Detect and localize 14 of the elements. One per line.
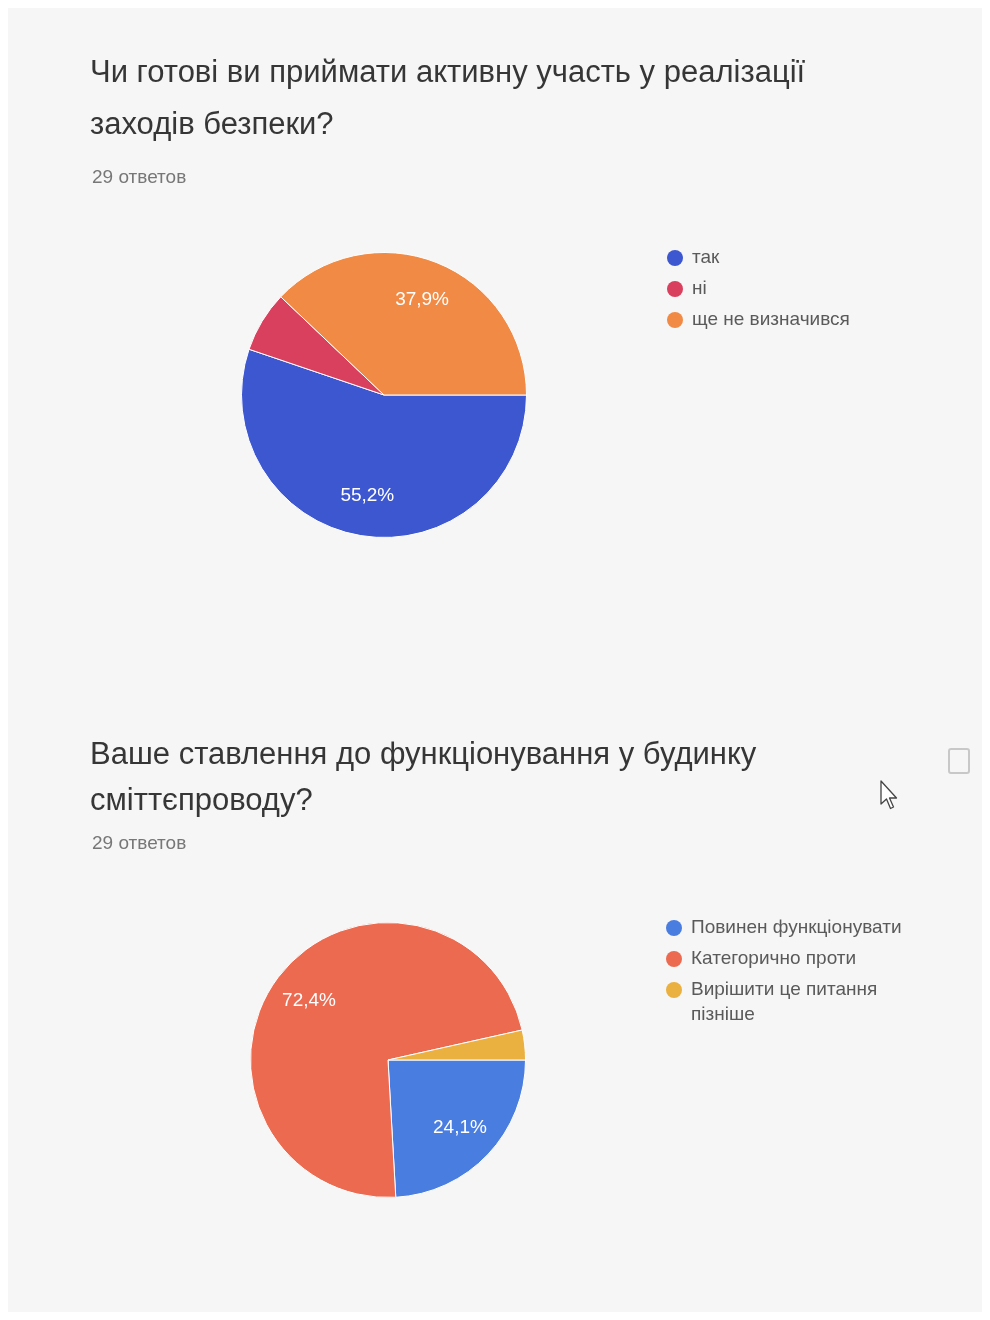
legend-label: ні	[692, 277, 707, 299]
data-label: 37,9%	[395, 287, 450, 309]
legend-label: Категорично проти	[691, 947, 857, 969]
chart-subtitle: 29 ответов	[92, 166, 187, 188]
data-label: 24,1%	[433, 1116, 487, 1138]
chart-title: Ваше ставлення до функціонування у будинку сміттєпроводу?	[90, 735, 758, 819]
chart-title: Чи готові ви приймати активну участь у реалізації заходів безпеки?	[90, 53, 807, 143]
data-label: 72,4%	[282, 988, 337, 1010]
legend-label: ще не визначився	[692, 308, 850, 330]
legend-label: Повинен функціонувати	[691, 916, 902, 938]
legend-label: Вирішити це питання пізніше	[691, 978, 878, 1025]
chart-subtitle: 29 ответов	[92, 832, 187, 854]
data-label: 55,2%	[340, 484, 395, 506]
legend-label: так	[692, 246, 721, 268]
